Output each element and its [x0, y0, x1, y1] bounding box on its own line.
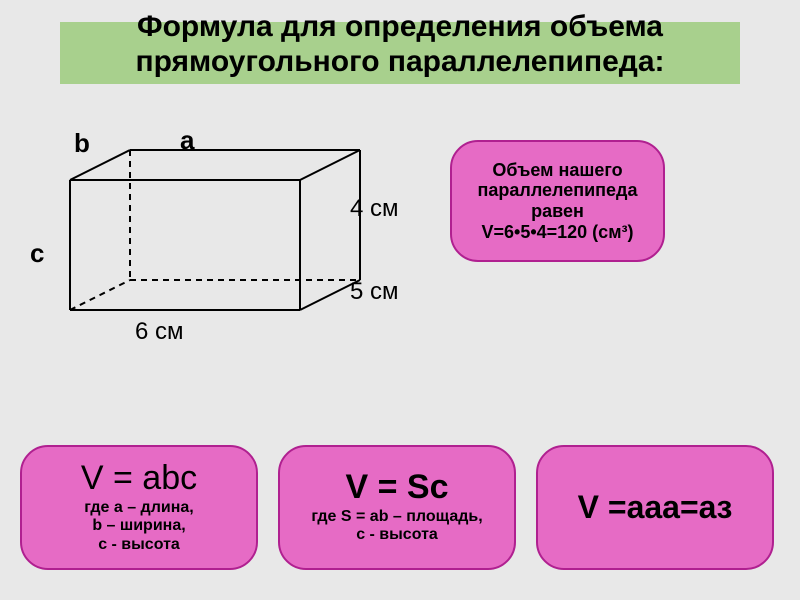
dimension-height: 4 см — [350, 195, 399, 223]
dimension-depth: 5 см — [350, 278, 399, 306]
formula-main-3: V =aaa=aз — [578, 491, 733, 525]
formula-sub-2: где S = ab – площадь, с - высота — [311, 508, 482, 545]
formula-sub-1: где а – длина, b – ширина, с - высота — [84, 499, 193, 554]
page-title: Формула для определения объема прямоугол… — [80, 10, 720, 79]
dimension-width: 6 см — [135, 318, 184, 346]
formula-box-cube: V =aaa=aз — [536, 445, 774, 570]
edge-label-c: c — [30, 238, 44, 269]
calculation-text-1: Объем нашего параллелепипеда равен — [460, 160, 655, 222]
parallelepiped-diagram — [40, 130, 380, 330]
edge-label-a: a — [180, 125, 194, 156]
formula-main-1: V = abc — [81, 461, 197, 497]
formula-main-2: V = Sc — [345, 470, 448, 506]
calculation-callout: Объем нашего параллелепипеда равен V=6•5… — [450, 140, 665, 262]
calculation-text-2: V=6•5•4=120 (см³) — [481, 222, 633, 243]
formula-box-abc: V = abc где а – длина, b – ширина, с - в… — [20, 445, 258, 570]
edge-label-b: b — [74, 128, 90, 159]
formula-box-sc: V = Sc где S = ab – площадь, с - высота — [278, 445, 516, 570]
